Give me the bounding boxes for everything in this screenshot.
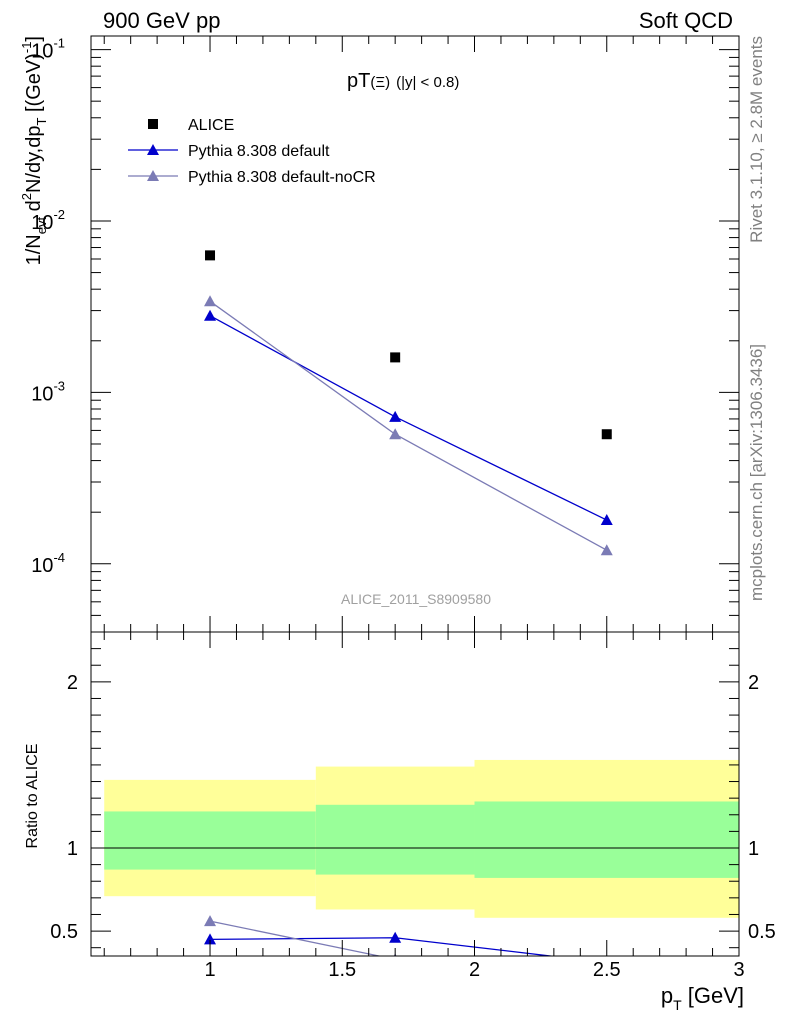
data-point-triangle [600,544,613,556]
title-prefix: pT [347,70,370,92]
side-label-mcplots: mcplots.cern.ch [arXiv:1306.3436] [747,344,766,601]
main-plot-panel: 10-1 10-2 10-3 10-4 pT(Ξ) (|y| < 0.8) ALICE_… [19,35,740,633]
side-label-rivet: Rivet 3.1.10, ≥ 2.8M events [747,36,766,243]
ratio-data-point-triangle [204,933,217,945]
legend-marker-triangle [147,144,159,155]
watermark-analysis-id: ALICE_2011_S8909580 [341,591,491,607]
y-tick-label: 10-3 [31,378,65,405]
legend-marker-square [148,119,158,129]
series-line [209,315,608,521]
y-tick-label: 10-1 [31,36,65,63]
legend-marker-triangle [147,170,159,181]
uncertainty-band-green [474,801,739,878]
legend-label: Pythia 8.308 default [188,143,330,160]
x-tick-label: 3 [733,959,744,981]
title-symbol: (Ξ) [370,74,390,91]
ratio-y-tick-label-left: 0.5 [50,921,78,943]
ratio-plot-panel: 0.5 0.5 1 1 2 2 1 1.5 2 2.5 3 Ratio to ALICE [24,631,776,981]
x-tick-label: 1.5 [328,959,356,981]
legend: ALICE Pythia 8.308 default Pythia 8.308 de… [128,117,376,186]
x-tick-label: 2.5 [593,959,621,981]
uncertainty-band-green [315,804,475,875]
title-suffix: (|y| < 0.8) [396,74,459,91]
ratio-y-tick-label-right: 1 [748,838,759,860]
data-point-triangle [389,410,402,422]
y-tick-label: 10-2 [31,207,65,234]
data-point-square [205,250,216,261]
y-tick-label: 10-4 [31,550,65,577]
legend-label: ALICE [188,117,234,134]
legend-label: Pythia 8.308 default-noCR [188,169,376,186]
ratio-y-tick-label-left: 1 [67,838,78,860]
ratio-y-axis-label: Ratio to ALICE [24,744,41,849]
data-point-triangle [204,309,217,321]
ratio-series-line [210,937,556,956]
x-tick-label: 2 [469,959,480,981]
ratio-y-tick-label-left: 2 [67,672,78,694]
data-point-square [601,429,612,440]
ratio-series-line [209,920,383,956]
series-line [209,300,608,551]
ratio-data-point-triangle [204,915,217,927]
header-right-label: Soft QCD [639,8,733,33]
ratio-data-point-triangle [389,931,402,943]
x-axis-label: pT [GeV] [661,983,744,1013]
x-tick-label: 1 [204,959,215,981]
data-point-square [390,352,401,363]
main-plot-title: pT(Ξ) (|y| < 0.8) [347,70,459,92]
data-point-triangle [389,428,402,440]
uncertainty-band-green [104,811,316,870]
data-point-triangle [600,514,613,526]
header-left-label: 900 GeV pp [103,8,220,33]
ratio-plot-frame [90,631,740,957]
ratio-y-tick-label-right: 2 [748,672,759,694]
data-point-triangle [204,295,217,307]
main-y-axis-label: 1/Nevt d2N/dy,dpT [(GeV)-1] [19,36,49,265]
ratio-y-tick-label-right: 0.5 [748,921,776,943]
